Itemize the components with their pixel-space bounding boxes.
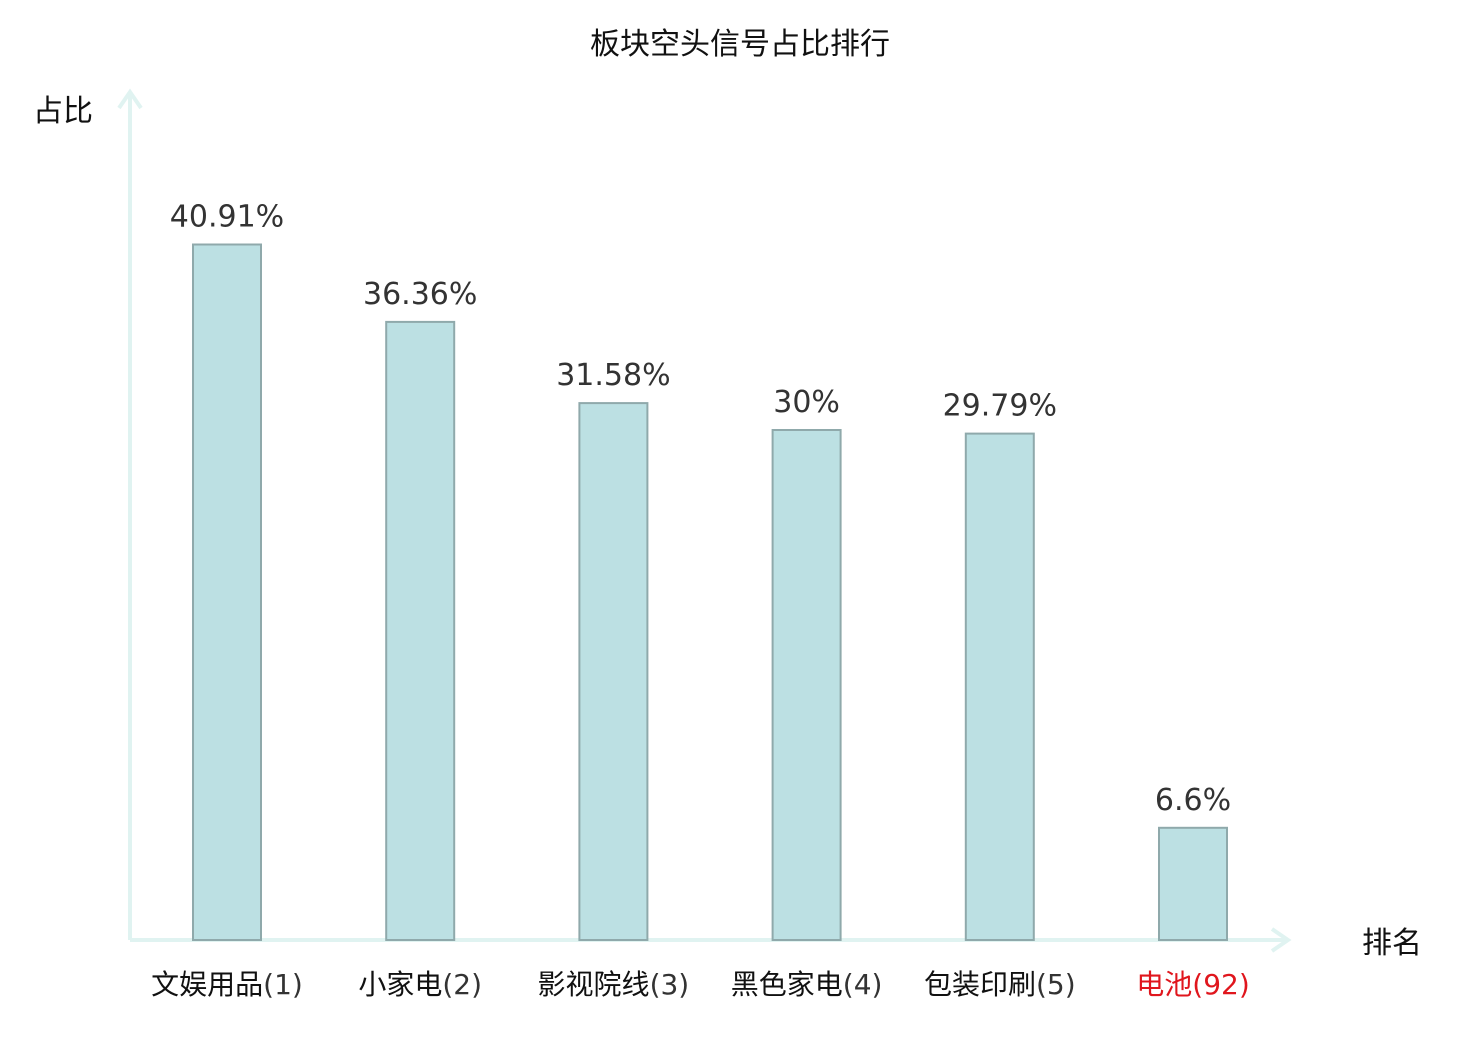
x-tick-label-name: 文娱用品: [151, 968, 263, 1001]
x-tick-label: 电池(92): [1136, 968, 1250, 1001]
bar-value-label: 40.91%: [170, 200, 284, 235]
value-labels-group: 40.91% 36.36% 31.58% 30% 29.79% 6.6%: [170, 200, 1231, 818]
bars-group: [192, 243, 1228, 942]
bar-value-label: 6.6%: [1155, 783, 1231, 818]
x-tick-label-name: 黑色家电: [731, 968, 843, 1001]
x-tick-label-rank: (2): [442, 968, 482, 1001]
bar: [771, 429, 842, 941]
x-tick-label: 包装印刷(5): [924, 968, 1076, 1001]
x-tick-label-rank: (92): [1192, 968, 1249, 1001]
x-tick-label-rank: (3): [650, 968, 690, 1001]
x-tick-label-rank: (1): [263, 968, 303, 1001]
x-tick-label-name: 电池: [1136, 968, 1192, 1001]
bar: [964, 432, 1035, 941]
axes: [117, 88, 1292, 953]
bar: [385, 320, 456, 941]
x-axis-arrow: [1270, 927, 1292, 953]
category-labels-group: 文娱用品(1) 小家电(2) 影视院线(3) 黑色家电(4) 包装印刷(5) 电池(92): [151, 968, 1250, 1001]
x-tick-label: 小家电(2): [358, 968, 482, 1001]
x-tick-label: 黑色家电(4): [731, 968, 883, 1001]
x-axis-title: 排名: [1362, 926, 1422, 961]
x-tick-label-name: 小家电: [358, 968, 442, 1001]
bar: [192, 243, 262, 941]
bar-value-label: 36.36%: [363, 277, 477, 312]
bar-value-label: 29.79%: [943, 389, 1057, 424]
x-tick-label-name: 包装印刷: [924, 968, 1036, 1001]
x-tick-label-rank: (5): [1036, 968, 1076, 1001]
bar-value-label: 31.58%: [556, 358, 670, 393]
y-axis-title: 占比: [33, 94, 93, 129]
x-tick-label-rank: (4): [843, 968, 883, 1001]
chart-title: 板块空头信号占比排行: [590, 27, 890, 62]
x-tick-label: 影视院线(3): [538, 968, 690, 1001]
y-axis-arrow: [117, 88, 143, 110]
x-tick-label: 文娱用品(1): [151, 968, 303, 1001]
bar: [578, 402, 649, 942]
bar: [1158, 826, 1228, 941]
bar-value-label: 30%: [773, 385, 840, 420]
x-tick-label-name: 影视院线: [538, 968, 650, 1001]
